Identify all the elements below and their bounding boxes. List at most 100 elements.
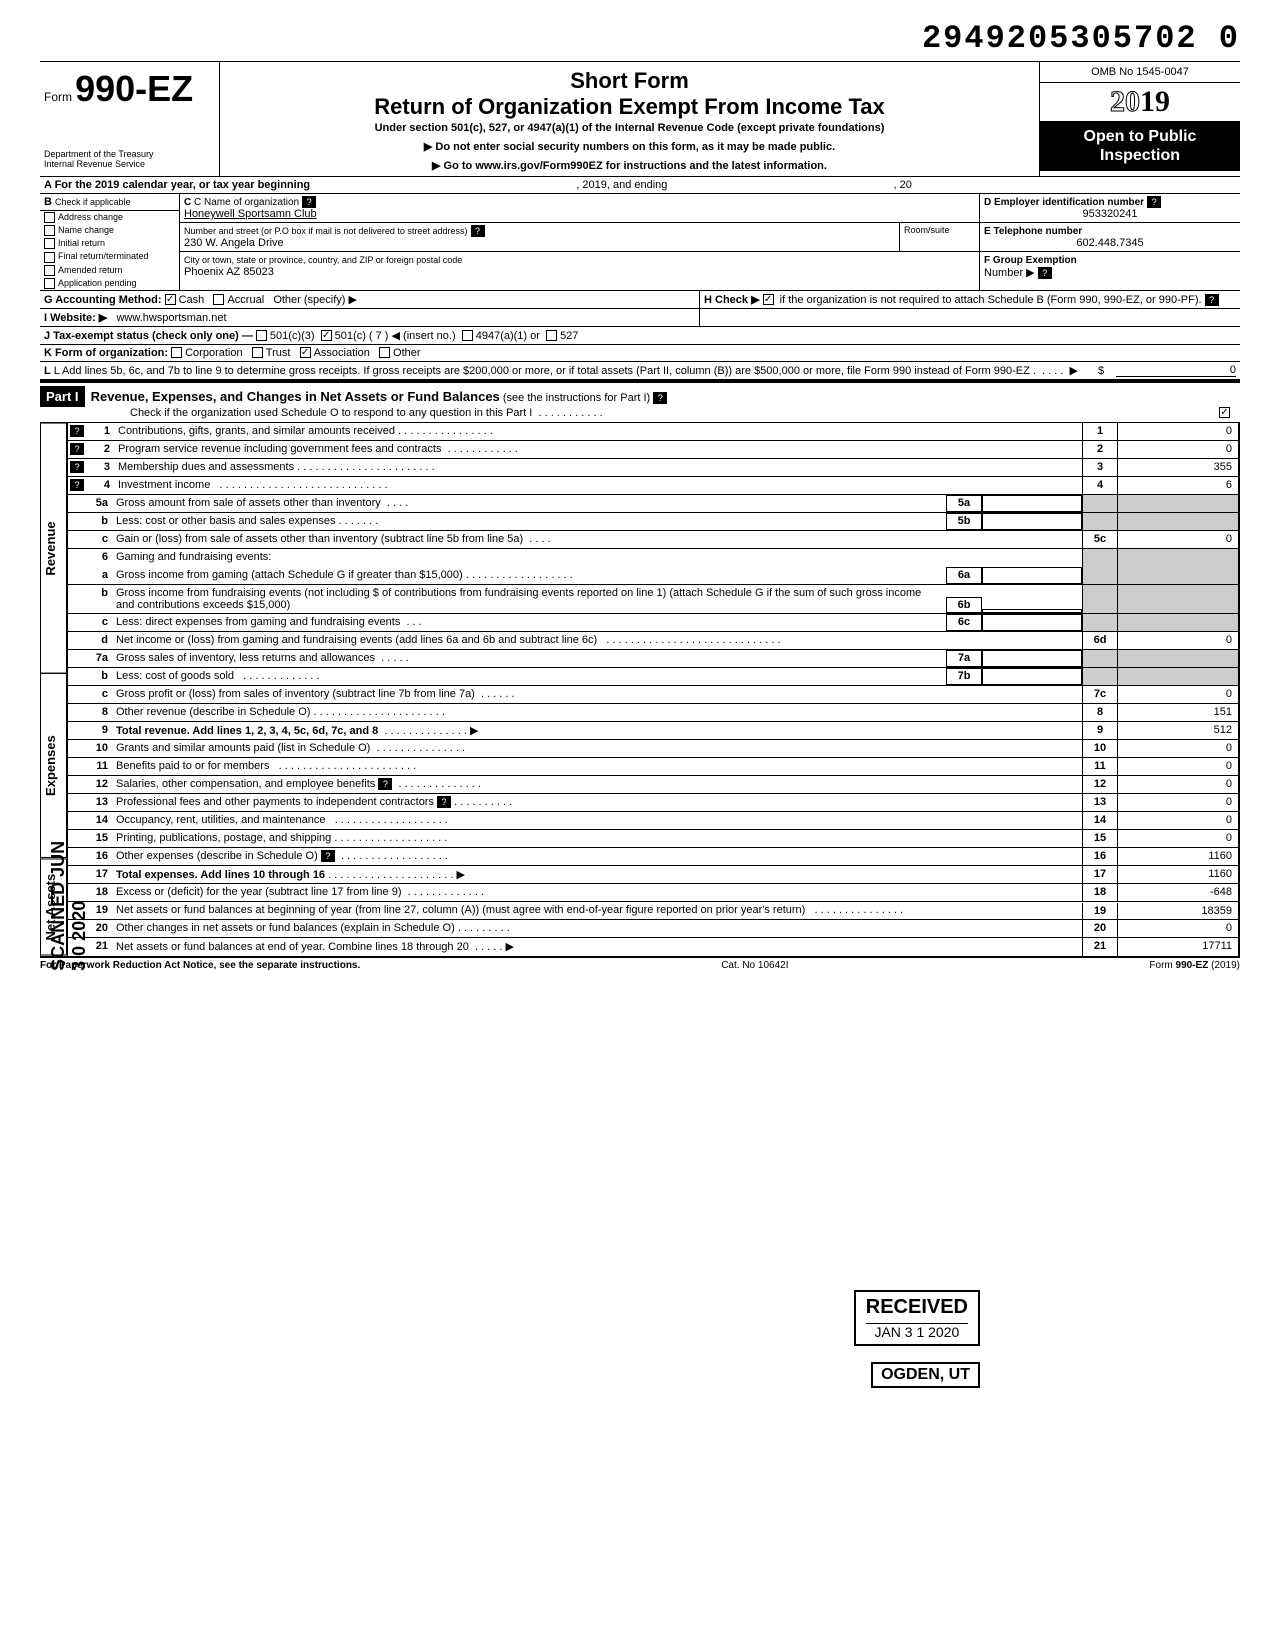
help-icon[interactable]: ? <box>70 425 84 437</box>
num-col-shade <box>1082 614 1118 631</box>
checkbox-address-change[interactable] <box>44 212 55 223</box>
checkbox-other[interactable] <box>379 347 390 358</box>
checkbox-application-pending[interactable] <box>44 278 55 289</box>
num-col-shade <box>1082 513 1118 530</box>
num-col: 9 <box>1082 722 1118 739</box>
help-icon[interactable]: ? <box>70 479 84 491</box>
val-col: 0 <box>1118 531 1238 548</box>
num-col-shade <box>1082 668 1118 685</box>
received-date: JAN 3 1 2020 <box>866 1323 968 1340</box>
line-num: 3 <box>86 459 114 476</box>
help-icon[interactable]: ? <box>378 778 392 790</box>
line-6a: a Gross income from gaming (attach Sched… <box>68 567 1238 585</box>
checkbox-accrual[interactable] <box>213 294 224 305</box>
help-icon[interactable]: ? <box>70 443 84 455</box>
checkbox-h[interactable] <box>763 294 774 305</box>
line-18: 18 Excess or (deficit) for the year (sub… <box>68 884 1238 902</box>
help-icon[interactable]: ? <box>321 850 335 862</box>
sub-val <box>982 513 1082 530</box>
row-a-label: A For the 2019 calendar year, or tax yea… <box>44 179 310 191</box>
checkbox-schedule-o[interactable] <box>1219 407 1230 418</box>
num-col: 21 <box>1082 938 1118 956</box>
num-col: 10 <box>1082 740 1118 757</box>
checkbox-501c3[interactable] <box>256 330 267 341</box>
b-item-2: Initial return <box>58 238 105 248</box>
line-num: a <box>84 567 112 584</box>
l-arrow: ▶ <box>1070 365 1078 377</box>
line-num: 13 <box>84 794 112 811</box>
line-text: Benefits paid to or for members <box>116 760 269 772</box>
checkbox-527[interactable] <box>546 330 557 341</box>
line-text: Program service revenue including govern… <box>118 443 441 455</box>
help-icon[interactable]: ? <box>471 225 485 237</box>
val-col: 0 <box>1118 794 1238 811</box>
checkbox-initial-return[interactable] <box>44 238 55 249</box>
i-label: I Website: ▶ <box>44 312 107 324</box>
checkbox-assoc[interactable] <box>300 347 311 358</box>
num-col: 19 <box>1082 903 1118 919</box>
val-col: 6 <box>1118 477 1238 494</box>
form-number: 990-EZ <box>75 68 193 109</box>
help-icon[interactable]: ? <box>302 196 316 208</box>
line-6b: b Gross income from fundraising events (… <box>68 585 1238 614</box>
checkbox-final-return[interactable] <box>44 252 55 263</box>
f-number-label: Number ▶ <box>984 267 1035 279</box>
part-paren: (see the instructions for Part I) <box>503 392 650 404</box>
form-header: Form 990-EZ Department of the Treasury I… <box>40 61 1240 177</box>
checkbox-corp[interactable] <box>171 347 182 358</box>
line-6c: c Less: direct expenses from gaming and … <box>68 614 1238 632</box>
help-icon[interactable]: ? <box>653 392 667 404</box>
ein-value: 953320241 <box>984 208 1236 220</box>
num-col-shade <box>1082 585 1118 613</box>
return-title: Return of Organization Exempt From Incom… <box>228 94 1031 120</box>
room-label: Room/suite <box>899 223 979 251</box>
help-icon[interactable]: ? <box>1038 267 1052 279</box>
num-col: 12 <box>1082 776 1118 793</box>
page: 2949205305702 0 Form 990-EZ Department o… <box>40 20 1240 971</box>
line-num: b <box>84 513 112 530</box>
footer-mid: Cat. No 10642I <box>721 960 788 971</box>
j-c: 501(c) ( 7 ) ◀ (insert no.) <box>335 330 456 342</box>
checkbox-4947[interactable] <box>462 330 473 341</box>
help-icon[interactable]: ? <box>1147 196 1161 208</box>
line-num: 11 <box>84 758 112 775</box>
line-4: ? 4 Investment income . . . . . . . . . … <box>68 477 1238 495</box>
omb-number: OMB No 1545-0047 <box>1040 62 1240 83</box>
val-col: 0 <box>1118 423 1238 440</box>
val-col: 0 <box>1118 441 1238 458</box>
checkbox-amended-return[interactable] <box>44 265 55 276</box>
line-8: 8 Other revenue (describe in Schedule O)… <box>68 704 1238 722</box>
checkbox-cash[interactable] <box>165 294 176 305</box>
line-7b: b Less: cost of goods sold . . . . . . .… <box>68 668 1238 686</box>
line-16: 16 Other expenses (describe in Schedule … <box>68 848 1238 866</box>
help-icon[interactable]: ? <box>437 796 451 808</box>
dept-line2: Internal Revenue Service <box>44 160 215 170</box>
help-icon[interactable]: ? <box>1205 294 1219 306</box>
line-text: Other changes in net assets or fund bala… <box>116 922 455 934</box>
lines-block: Revenue Expenses Net Assets ? 1 Contribu… <box>40 423 1240 957</box>
checkbox-trust[interactable] <box>252 347 263 358</box>
line-text: Less: cost of goods sold <box>116 670 234 682</box>
num-col: 1 <box>1082 423 1118 440</box>
checkbox-501c[interactable] <box>321 330 332 341</box>
g-cash: Cash <box>179 294 205 306</box>
b-item-0: Address change <box>58 212 123 222</box>
footer-right: Form 990-EZ (2019) <box>1149 960 1240 971</box>
line-num: 7a <box>84 650 112 667</box>
line-num: 6 <box>84 549 112 567</box>
b-item-1: Name change <box>58 225 114 235</box>
header-right: OMB No 1545-0047 20201919 Open to Public… <box>1040 62 1240 176</box>
line-17: 17 Total expenses. Add lines 10 through … <box>68 866 1238 884</box>
num-col: 14 <box>1082 812 1118 829</box>
checkbox-name-change[interactable] <box>44 225 55 236</box>
line-num: b <box>84 668 112 685</box>
received-stamp: RECEIVED JAN 3 1 2020 <box>854 1290 980 1346</box>
val-col-shade <box>1118 549 1238 567</box>
line-num: b <box>84 585 112 613</box>
help-icon[interactable]: ? <box>70 461 84 473</box>
val-col: -648 <box>1118 884 1238 901</box>
row-a: A For the 2019 calendar year, or tax yea… <box>40 177 1240 194</box>
val-col: 17711 <box>1118 938 1238 956</box>
line-text: Other revenue (describe in Schedule O) <box>116 706 310 718</box>
f-label: F Group Exemption <box>984 255 1077 266</box>
